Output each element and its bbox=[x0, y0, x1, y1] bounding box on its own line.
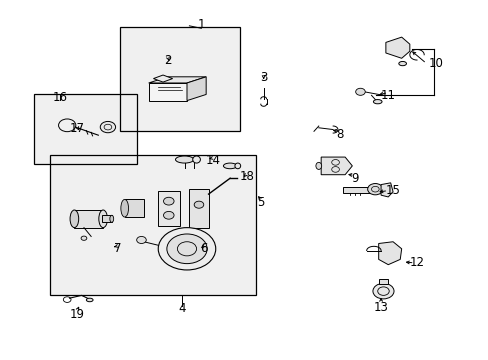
Text: 2: 2 bbox=[164, 54, 171, 67]
Bar bbox=[34, 94, 137, 164]
Polygon shape bbox=[380, 183, 392, 197]
Bar bbox=[124, 199, 143, 217]
Text: 5: 5 bbox=[257, 197, 264, 210]
Polygon shape bbox=[148, 77, 206, 83]
Ellipse shape bbox=[110, 215, 113, 222]
Bar bbox=[34, 94, 137, 164]
Bar bbox=[342, 187, 370, 193]
Circle shape bbox=[372, 283, 393, 299]
Circle shape bbox=[367, 184, 382, 195]
Polygon shape bbox=[153, 75, 172, 82]
Ellipse shape bbox=[192, 156, 200, 163]
Ellipse shape bbox=[194, 201, 203, 208]
Text: 3: 3 bbox=[260, 71, 267, 84]
Ellipse shape bbox=[99, 210, 107, 228]
Polygon shape bbox=[378, 242, 401, 265]
Text: 6: 6 bbox=[200, 242, 207, 255]
Ellipse shape bbox=[121, 199, 128, 217]
Bar bbox=[120, 27, 239, 131]
Text: 16: 16 bbox=[52, 91, 67, 104]
Text: 18: 18 bbox=[239, 170, 254, 183]
Polygon shape bbox=[321, 157, 351, 175]
Ellipse shape bbox=[86, 298, 93, 302]
Ellipse shape bbox=[163, 211, 174, 219]
Text: 1: 1 bbox=[197, 18, 204, 31]
Polygon shape bbox=[385, 37, 409, 58]
Text: 12: 12 bbox=[408, 256, 424, 269]
Circle shape bbox=[81, 236, 87, 240]
Ellipse shape bbox=[163, 197, 174, 205]
Text: 17: 17 bbox=[69, 122, 84, 135]
Circle shape bbox=[166, 234, 207, 264]
Text: 14: 14 bbox=[205, 154, 221, 167]
Bar bbox=[50, 155, 256, 294]
Bar bbox=[102, 215, 112, 222]
Text: 7: 7 bbox=[114, 242, 121, 255]
Ellipse shape bbox=[373, 100, 381, 104]
Bar bbox=[74, 210, 103, 228]
Text: 11: 11 bbox=[380, 89, 395, 102]
Circle shape bbox=[158, 228, 215, 270]
Bar bbox=[158, 190, 180, 226]
Ellipse shape bbox=[175, 156, 193, 163]
Polygon shape bbox=[148, 83, 186, 100]
Text: 15: 15 bbox=[385, 184, 400, 197]
Polygon shape bbox=[186, 77, 206, 100]
Ellipse shape bbox=[223, 163, 236, 169]
Circle shape bbox=[100, 121, 115, 133]
Text: 4: 4 bbox=[178, 302, 185, 315]
Text: 8: 8 bbox=[336, 128, 344, 141]
Text: 13: 13 bbox=[373, 301, 388, 314]
Bar bbox=[120, 27, 239, 131]
Circle shape bbox=[355, 88, 365, 95]
Circle shape bbox=[136, 237, 146, 243]
Bar bbox=[378, 279, 387, 284]
Text: 9: 9 bbox=[350, 172, 358, 185]
Text: 10: 10 bbox=[428, 57, 443, 70]
Ellipse shape bbox=[315, 162, 321, 170]
Ellipse shape bbox=[234, 163, 240, 169]
Text: 19: 19 bbox=[69, 307, 84, 320]
Ellipse shape bbox=[398, 62, 406, 66]
Ellipse shape bbox=[70, 210, 79, 228]
Bar bbox=[50, 155, 256, 294]
Bar bbox=[189, 189, 208, 228]
